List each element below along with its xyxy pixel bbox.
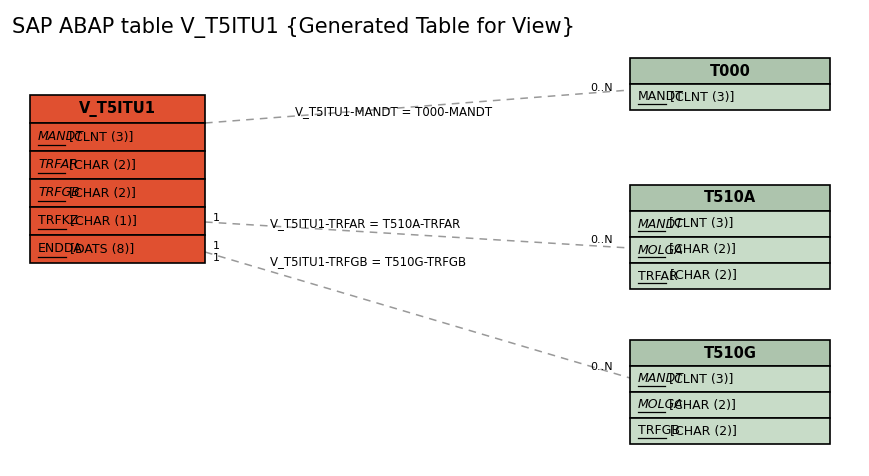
Text: ENDDA: ENDDA: [38, 242, 83, 256]
Text: 0..N: 0..N: [590, 235, 613, 245]
Bar: [630, 84, 830, 110]
Text: V_T5ITU1-TRFAR = T510A-TRFAR: V_T5ITU1-TRFAR = T510A-TRFAR: [270, 217, 461, 230]
Text: [CHAR (2)]: [CHAR (2)]: [666, 425, 737, 437]
Text: MANDT: MANDT: [38, 130, 84, 143]
Text: MOLGA: MOLGA: [638, 244, 684, 257]
Bar: [630, 418, 830, 444]
Text: V_T5ITU1-MANDT = T000-MANDT: V_T5ITU1-MANDT = T000-MANDT: [295, 105, 492, 118]
Text: T510A: T510A: [704, 190, 756, 206]
Bar: [630, 58, 830, 84]
Text: [CHAR (2)]: [CHAR (2)]: [666, 269, 737, 282]
Text: TRFAR: TRFAR: [638, 269, 678, 282]
Bar: [630, 185, 830, 211]
Text: [CHAR (2)]: [CHAR (2)]: [665, 398, 736, 411]
Text: MANDT: MANDT: [638, 90, 684, 103]
Bar: [630, 392, 830, 418]
Bar: [30, 179, 205, 207]
Text: [CHAR (2)]: [CHAR (2)]: [65, 187, 136, 199]
Text: [CHAR (1)]: [CHAR (1)]: [66, 215, 136, 228]
Text: 0..N: 0..N: [590, 362, 613, 372]
Text: TRFKZ: TRFKZ: [38, 215, 78, 228]
Text: 1: 1: [213, 241, 220, 251]
Bar: [30, 235, 205, 263]
Text: SAP ABAP table V_T5ITU1 {Generated Table for View}: SAP ABAP table V_T5ITU1 {Generated Table…: [12, 18, 575, 39]
Text: V_T5ITU1-TRFGB = T510G-TRFGB: V_T5ITU1-TRFGB = T510G-TRFGB: [270, 255, 466, 268]
Text: MANDT: MANDT: [638, 218, 684, 230]
Bar: [30, 207, 205, 235]
Text: [CLNT (3)]: [CLNT (3)]: [665, 218, 733, 230]
Text: [DATS (8)]: [DATS (8)]: [66, 242, 134, 256]
Text: T000: T000: [710, 63, 751, 79]
Text: [CHAR (2)]: [CHAR (2)]: [65, 159, 136, 171]
Text: V_T5ITU1: V_T5ITU1: [79, 101, 156, 117]
Text: [CLNT (3)]: [CLNT (3)]: [65, 130, 133, 143]
Text: T510G: T510G: [704, 346, 757, 360]
Text: TRFGB: TRFGB: [38, 187, 80, 199]
Bar: [30, 95, 205, 123]
Text: [CHAR (2)]: [CHAR (2)]: [665, 244, 736, 257]
Text: 0..N: 0..N: [590, 83, 613, 93]
Bar: [30, 123, 205, 151]
Text: MOLGA: MOLGA: [638, 398, 684, 411]
Text: [CLNT (3)]: [CLNT (3)]: [665, 373, 733, 386]
Text: MANDT: MANDT: [638, 373, 684, 386]
Text: [CLNT (3)]: [CLNT (3)]: [666, 90, 734, 103]
Text: 1: 1: [213, 253, 220, 263]
Text: 1: 1: [213, 213, 220, 223]
Text: TRFAR: TRFAR: [38, 159, 78, 171]
Bar: [630, 263, 830, 289]
Text: TRFGB: TRFGB: [638, 425, 680, 437]
Bar: [630, 211, 830, 237]
Bar: [630, 237, 830, 263]
Bar: [630, 366, 830, 392]
Bar: [630, 340, 830, 366]
Bar: [30, 151, 205, 179]
